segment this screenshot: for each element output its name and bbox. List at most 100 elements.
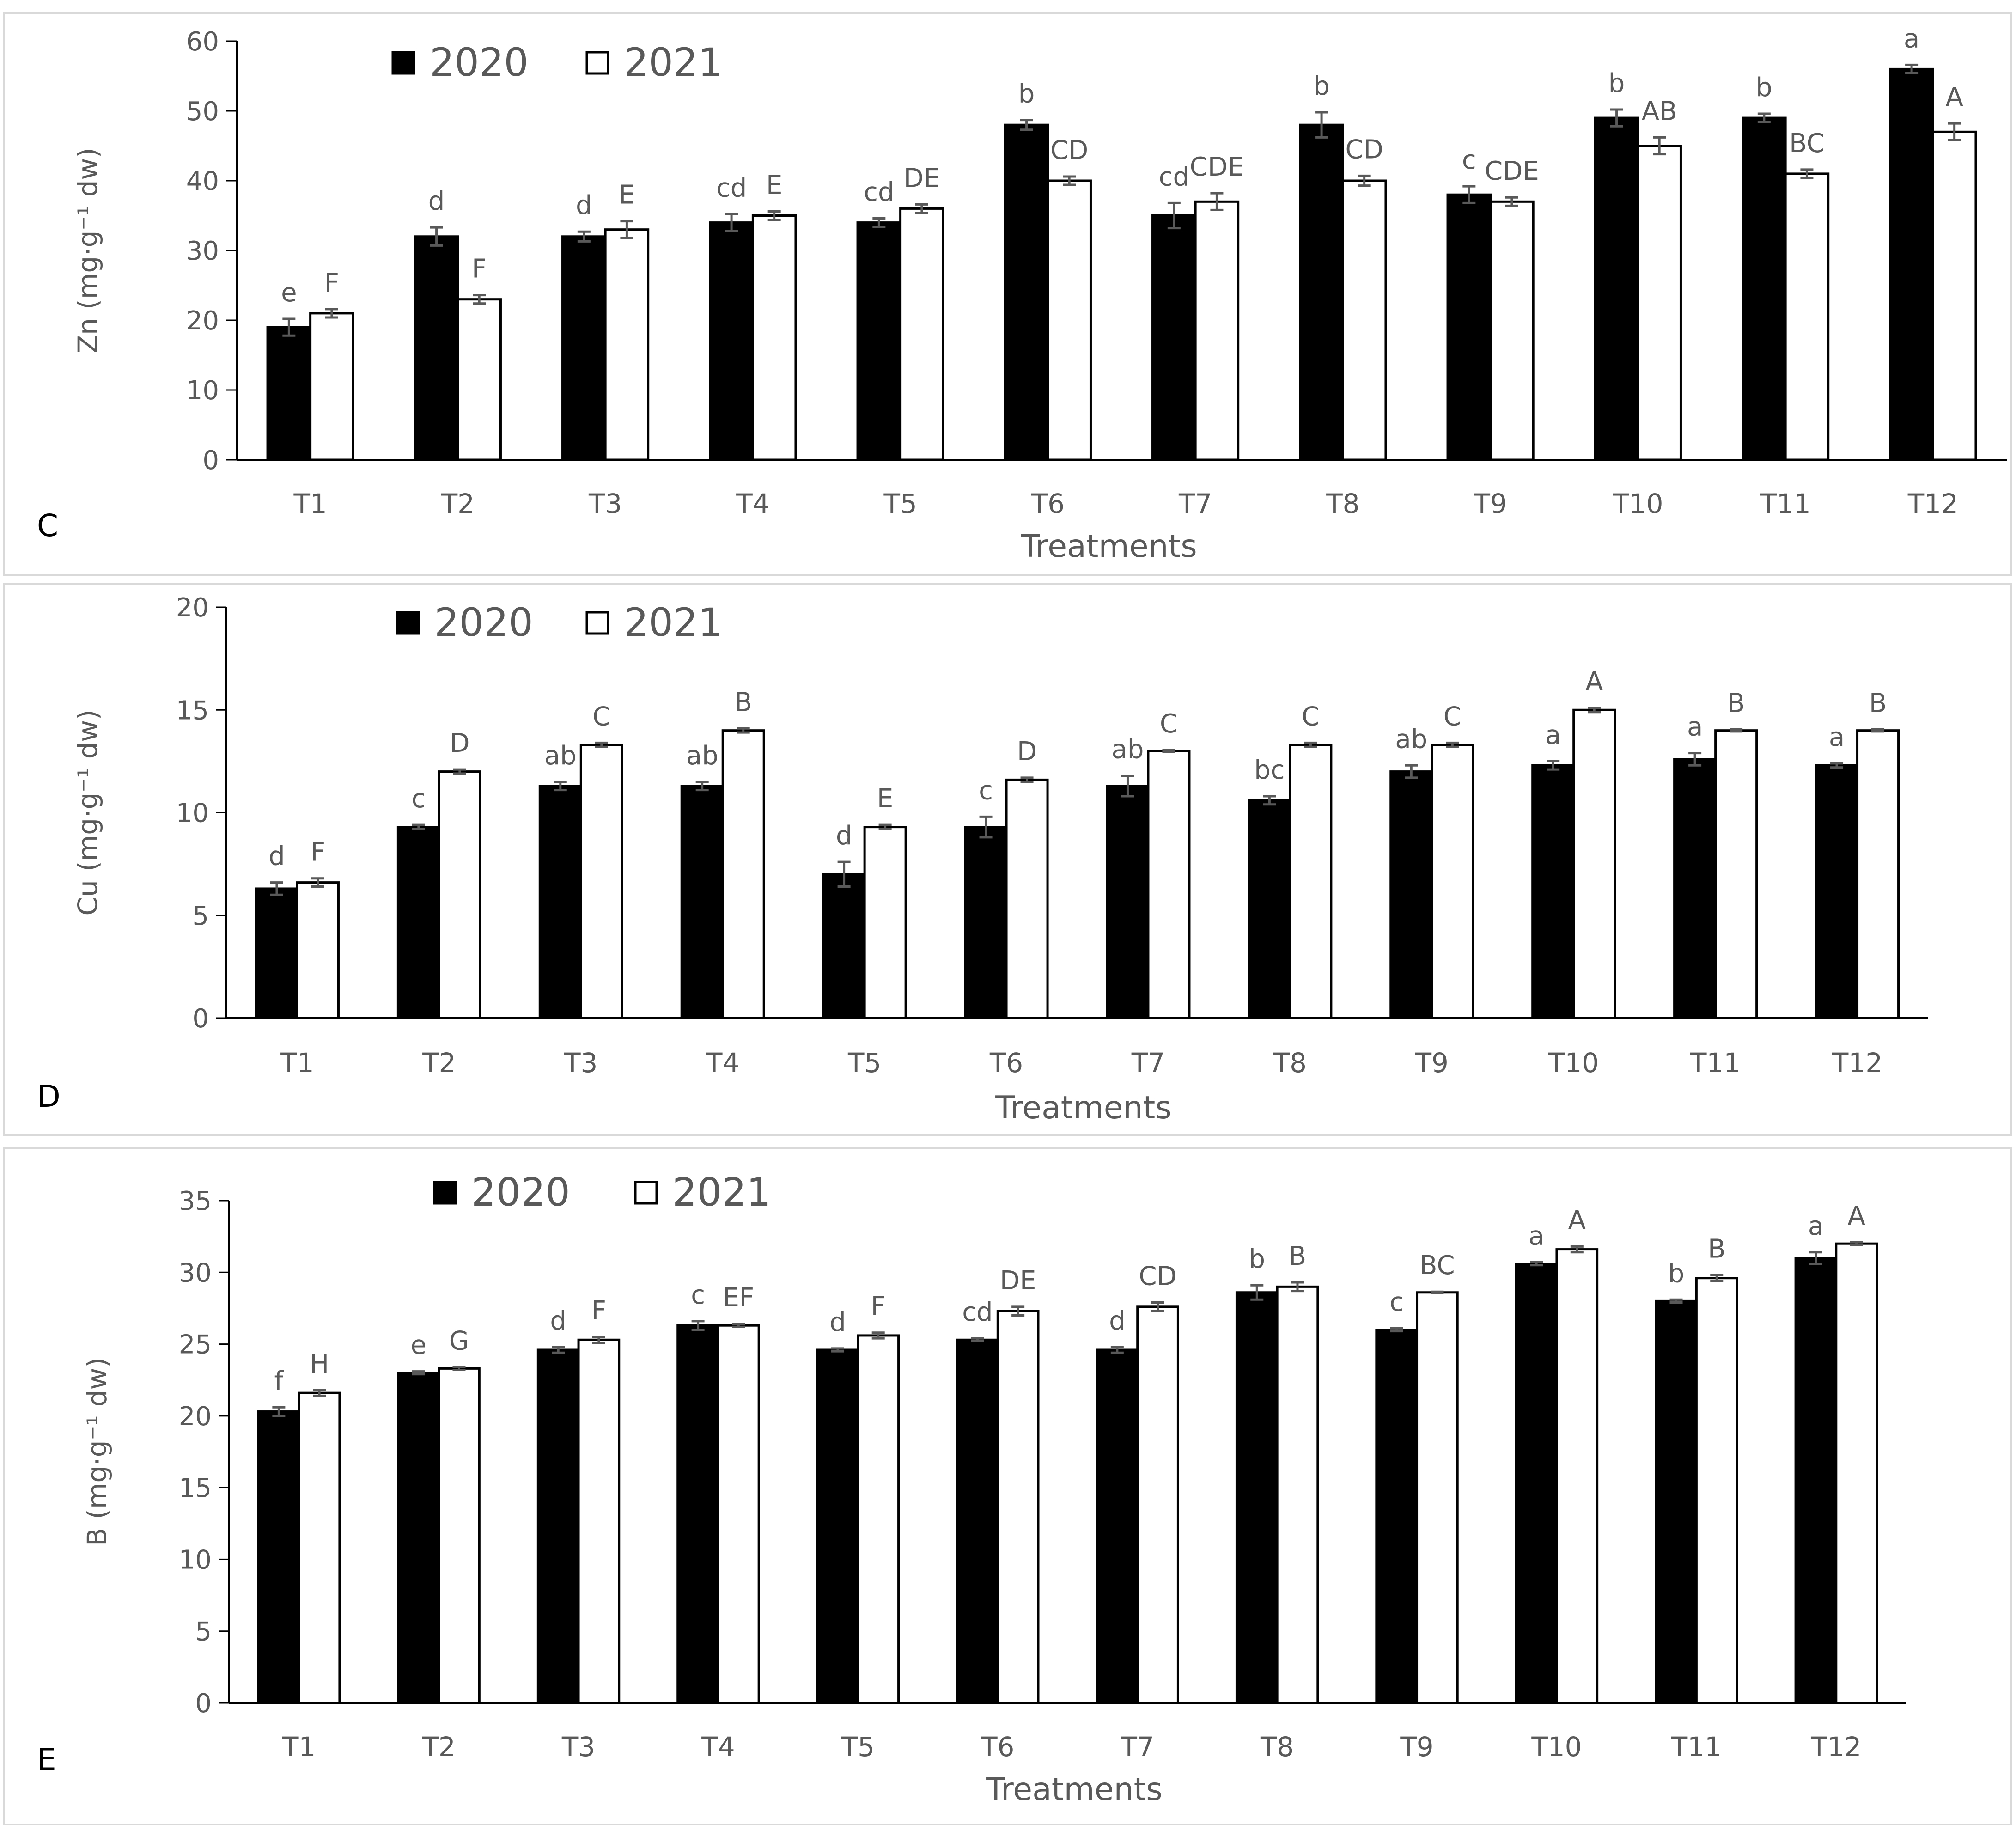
bar-2021-T3 (577, 1338, 621, 1704)
bar-2020-T3 (561, 235, 607, 461)
bar-2020-T6 (956, 1338, 999, 1704)
significance-letter: a (1808, 1211, 1824, 1241)
x-tick-label: T4 (736, 488, 769, 519)
bar-2021-T8 (1341, 179, 1387, 461)
panel-letter: D (37, 1079, 61, 1114)
significance-letter: B (1727, 688, 1745, 718)
significance-letter: CDE (1485, 156, 1539, 186)
bar-2020-T8 (1248, 799, 1291, 1019)
panel-letter: E (37, 1742, 56, 1777)
bar-2021-T9 (1431, 744, 1474, 1019)
x-tick-label: T5 (883, 488, 917, 519)
bar-2021-T10 (1637, 145, 1682, 461)
x-tick-label: T12 (1832, 1047, 1882, 1079)
bar-2020-T3 (538, 785, 582, 1019)
x-tick-label: T5 (847, 1047, 881, 1079)
legend-label-2020: 2020 (471, 1170, 570, 1215)
significance-letter: d (1109, 1306, 1126, 1336)
significance-letter: d (829, 1307, 846, 1337)
panel-border (3, 1147, 2012, 1825)
bar-2020-T12 (1889, 67, 1934, 461)
bar-2021-T4 (721, 729, 765, 1019)
bar-2020-T6 (964, 826, 1008, 1019)
bar-2021-T2 (438, 770, 481, 1019)
x-tick-label: T2 (441, 488, 475, 519)
significance-letter: cd (1159, 162, 1189, 192)
legend-swatch-2021 (585, 51, 609, 75)
significance-letter: cd (864, 177, 894, 207)
significance-letter: ab (1112, 734, 1144, 764)
significance-letter: A (1585, 667, 1603, 697)
y-tick-label: 10 (179, 1545, 212, 1575)
legend-label-2021: 2021 (624, 40, 723, 85)
y-tick-label: 0 (202, 445, 219, 476)
significance-letter: c (1389, 1287, 1404, 1317)
significance-letter: d (576, 190, 592, 220)
significance-letter: DE (1000, 1266, 1036, 1296)
significance-letter: H (310, 1349, 329, 1379)
significance-letter: A (1568, 1205, 1586, 1235)
bar-2021-T10 (1572, 708, 1616, 1019)
bar-2021-T3 (604, 228, 650, 461)
y-tick-label: 5 (195, 1617, 212, 1647)
significance-letter: C (592, 702, 610, 732)
y-tick-label: 0 (195, 1689, 212, 1719)
significance-letter: AB (1642, 96, 1677, 126)
x-axis-title: Treatments (995, 1090, 1171, 1126)
significance-letter: BC (1419, 1250, 1455, 1281)
y-tick-label: 30 (186, 236, 219, 266)
bar-2021-T3 (579, 744, 623, 1019)
significance-letter: F (472, 254, 487, 284)
bar-2020-T1 (255, 887, 298, 1019)
y-tick-label: 20 (176, 593, 209, 623)
y-tick-label: 10 (176, 799, 209, 829)
y-axis-title: B (mg·g⁻¹ dw) (81, 1357, 113, 1546)
y-tick-label: 30 (179, 1258, 212, 1288)
bar-2021-T11 (1695, 1277, 1738, 1704)
bar-2021-T2 (438, 1367, 481, 1704)
x-tick-label: T1 (293, 488, 327, 519)
significance-letter: b (1313, 71, 1330, 101)
bar-2020-T7 (1106, 785, 1150, 1019)
bar-2021-T7 (1194, 200, 1240, 461)
significance-letter: D (450, 728, 469, 758)
y-tick-label: 20 (179, 1402, 212, 1432)
significance-letter: DE (904, 163, 940, 193)
x-tick-label: T12 (1907, 488, 1958, 519)
significance-letter: c (411, 784, 426, 814)
bar-2021-T4 (717, 1324, 760, 1704)
bar-2020-T5 (856, 221, 902, 461)
significance-letter: d (268, 842, 285, 872)
significance-letter: a (1829, 722, 1845, 752)
significance-letter: E (619, 180, 635, 210)
x-tick-label: T10 (1612, 488, 1663, 519)
x-tick-label: T7 (1121, 1731, 1154, 1763)
significance-letter: e (281, 278, 297, 308)
significance-letter: c (979, 775, 993, 805)
bar-2020-T1 (266, 326, 312, 461)
bar-2020-T7 (1151, 214, 1197, 461)
x-tick-label: T7 (1131, 1047, 1165, 1079)
x-tick-label: T8 (1260, 1731, 1294, 1763)
significance-letter: e (411, 1330, 426, 1360)
y-tick-label: 60 (186, 27, 219, 57)
significance-letter: C (1302, 702, 1320, 732)
y-tick-label: 20 (186, 306, 219, 336)
bar-2020-T12 (1815, 764, 1859, 1019)
bar-2020-T2 (397, 1372, 440, 1704)
bar-2021-T12 (1835, 1242, 1878, 1704)
y-tick-label: 25 (179, 1330, 212, 1360)
significance-letter: d (836, 821, 853, 851)
significance-letter: F (324, 268, 339, 298)
bar-2020-T10 (1531, 764, 1575, 1019)
significance-letter: bc (1254, 755, 1285, 785)
significance-letter: C (1160, 709, 1178, 739)
significance-letter: BC (1789, 128, 1825, 159)
significance-letter: A (1946, 82, 1963, 112)
bar-2020-T9 (1389, 770, 1433, 1019)
x-axis-title: Treatments (986, 1771, 1162, 1808)
bar-2021-T11 (1784, 172, 1830, 461)
significance-letter: CD (1346, 134, 1383, 165)
